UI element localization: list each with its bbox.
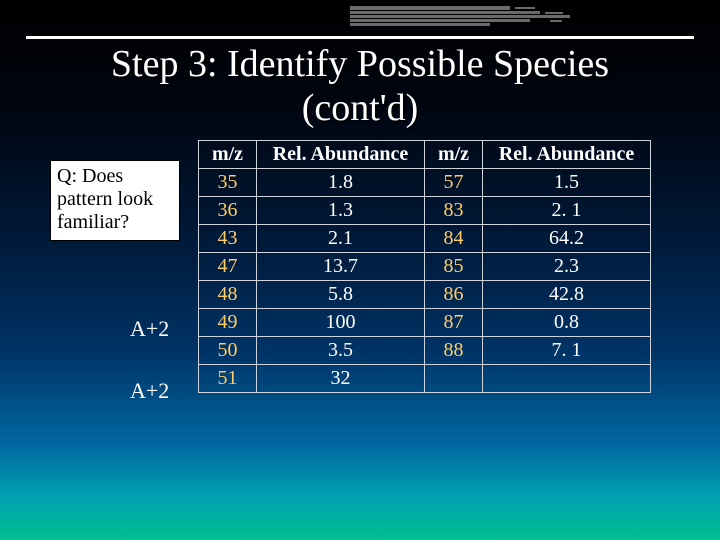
question-line-3: familiar? [57,211,129,233]
table-row: 49 100 87 0.8 [199,309,651,337]
annotation-aplus2-bottom: A+2 [130,378,169,404]
cell-ra1: 1.3 [257,197,425,225]
table-row: 35 1.8 57 1.5 [199,169,651,197]
cell-ra2: 2. 1 [483,197,651,225]
cell-ra2 [483,365,651,393]
cell-ra2: 2.3 [483,253,651,281]
cell-mz2: 84 [425,225,483,253]
mass-spec-table: m/z Rel. Abundance m/z Rel. Abundance 35… [198,140,651,393]
cell-ra1: 5.8 [257,281,425,309]
cell-ra2: 42.8 [483,281,651,309]
cell-mz1: 47 [199,253,257,281]
cell-ra1: 100 [257,309,425,337]
table-row: 43 2.1 84 64.2 [199,225,651,253]
cell-mz1: 43 [199,225,257,253]
title-rule [26,36,694,39]
col-header-ra2: Rel. Abundance [483,141,651,169]
col-header-mz1: m/z [199,141,257,169]
cell-mz2 [425,365,483,393]
table-row: 36 1.3 83 2. 1 [199,197,651,225]
table-row: 48 5.8 86 42.8 [199,281,651,309]
brush-decoration [350,6,580,28]
cell-ra2: 64.2 [483,225,651,253]
cell-mz2: 86 [425,281,483,309]
cell-ra1: 1.8 [257,169,425,197]
cell-mz1: 49 [199,309,257,337]
title-line-2: (cont'd) [302,87,419,129]
table-body: 35 1.8 57 1.5 36 1.3 83 2. 1 43 2.1 84 6… [199,169,651,393]
annotation-aplus2-top: A+2 [130,316,169,342]
cell-ra1: 3.5 [257,337,425,365]
col-header-mz2: m/z [425,141,483,169]
cell-ra2: 1.5 [483,169,651,197]
cell-ra1: 13.7 [257,253,425,281]
cell-mz1: 35 [199,169,257,197]
cell-mz2: 87 [425,309,483,337]
cell-ra1: 2.1 [257,225,425,253]
cell-mz1: 36 [199,197,257,225]
cell-mz1: 51 [199,365,257,393]
table-row: 51 32 [199,365,651,393]
cell-ra2: 0.8 [483,309,651,337]
table-row: 47 13.7 85 2.3 [199,253,651,281]
cell-mz2: 83 [425,197,483,225]
cell-mz1: 50 [199,337,257,365]
cell-mz2: 57 [425,169,483,197]
col-header-ra1: Rel. Abundance [257,141,425,169]
cell-mz1: 48 [199,281,257,309]
cell-mz2: 88 [425,337,483,365]
cell-ra2: 7. 1 [483,337,651,365]
cell-ra1: 32 [257,365,425,393]
question-box: Q: Does pattern look familiar? [50,160,180,241]
slide-title: Step 3: Identify Possible Species (cont'… [0,43,720,130]
cell-mz2: 85 [425,253,483,281]
title-line-1: Step 3: Identify Possible Species [111,43,609,85]
question-line-1: Q: Does [57,165,123,187]
table-header-row: m/z Rel. Abundance m/z Rel. Abundance [199,141,651,169]
table-row: 50 3.5 88 7. 1 [199,337,651,365]
question-line-2: pattern look [57,188,153,210]
